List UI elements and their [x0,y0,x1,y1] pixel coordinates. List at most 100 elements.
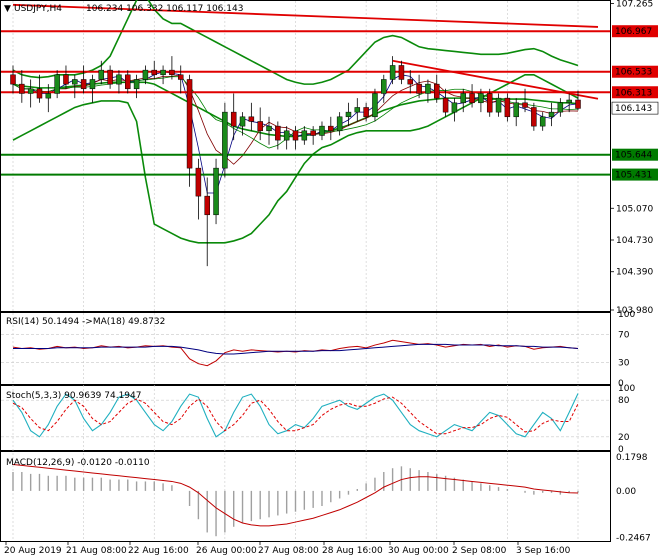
x-tick-label: 27 Aug 08:00 [258,546,319,556]
candle-body [177,74,184,80]
candle-body [36,88,43,99]
candle-body [301,130,308,141]
candle-body [566,99,572,104]
x-tick-label: 20 Aug 2019 [4,546,62,556]
candle-body [319,125,325,136]
price-tick-label: 104.730 [616,236,653,246]
candle-body [27,88,34,94]
candle-body [539,116,546,127]
candle-body [116,74,122,85]
level-tag-105.644: 105.644 [615,151,652,161]
trendline-1 [392,59,599,100]
header-arrow-icon: ▼ [4,4,11,14]
level-tag-bg [612,148,658,161]
price-tick-label: 105.070 [616,204,653,214]
candle-body [169,69,175,76]
candle-body [72,79,78,85]
stoch-tick-label: 100 [618,384,635,394]
candle-body [266,125,272,132]
candle-body [204,195,210,216]
level-tag-bg [612,86,658,99]
level-tag-106.533: 106.533 [615,68,652,78]
candle-body [54,74,60,94]
candle-body [257,121,263,132]
macd-tick-label: 0.00 [616,487,636,497]
candle-body [160,69,166,76]
candle-body [45,93,52,99]
candle-body [381,79,387,94]
candle-body [389,65,396,80]
level-tag-106.313: 106.313 [615,88,652,98]
candle-body [89,79,96,90]
macd-layer [12,463,579,537]
candle-body [63,74,69,85]
candle-body [478,93,484,104]
bollinger-lower [12,74,579,244]
candle-body [292,130,299,141]
candle-body [486,93,493,113]
header-ohlc: 106.234 106.332 106.117 106.143 [86,4,243,14]
macd-tick-label: 0.1798 [616,453,648,463]
x-tick-label: 30 Aug 00:00 [388,546,449,556]
candle-body [354,107,361,113]
candle-body [363,107,369,118]
level-tag-bg [612,168,658,181]
bollinger-upper [12,0,579,85]
rsi-panel[interactable] [0,312,611,385]
x-tick-label: 22 Aug 16:00 [128,546,189,556]
macd-panel[interactable] [0,451,611,542]
rsi-layer [1,334,610,367]
candle-body [283,130,290,141]
candle-body [239,116,246,127]
x-tick-label: 26 Aug 00:00 [196,546,257,556]
level-tag-bg [612,25,658,38]
candle-body [195,167,202,197]
candle-body [460,93,466,104]
candle-body [275,125,281,141]
x-tick-label: 28 Aug 16:00 [322,546,383,556]
header-symbol: USDJPY,H4 [14,4,62,14]
price-tick-label: 104.390 [616,268,653,278]
candle-body [513,102,519,118]
candle-body [248,116,255,122]
candle-body [442,97,449,113]
rsi-ma-line [13,343,579,355]
candle-body [80,79,87,90]
candle-body [310,130,316,136]
candle-body [407,79,414,85]
candle-body [495,97,502,113]
axis-layer: 106.967 106.533 106.313 105.644 105.431 106.1… [4,0,659,556]
candle-body [504,97,511,118]
level-tag-105.431: 105.431 [615,171,652,181]
price-tick-label: 103.980 [616,306,653,316]
rsi-tick-label: 0 [618,379,624,389]
stoch-layer [1,393,610,438]
candle-body [372,93,378,118]
level-tag-bg [612,65,658,78]
stoch-panel[interactable] [0,385,611,451]
candle-body [133,79,140,90]
candle-body [345,111,352,118]
price-layer [1,0,610,541]
price-panel[interactable] [0,0,611,312]
candle-body [336,116,343,132]
candle-body [230,111,237,127]
stoch-signal-line [12,396,579,435]
candle-body [522,102,528,108]
stoch-tick-label: 80 [618,396,630,406]
macd-label: MACD(12,26,9) -0.0120 -0.0110 [6,458,150,468]
level-tag-106.967: 106.967 [615,27,652,37]
candle-body [425,83,431,94]
candle-body [222,111,228,169]
candle-body [469,93,475,104]
macd-signal-line [12,463,579,527]
rsi-tick-label: 30 [618,358,630,368]
candle-body [328,125,334,132]
candle-body [531,107,537,127]
candle-body [434,83,440,99]
candle-body [107,69,113,85]
rsi-tick-label: 100 [618,310,635,320]
candle-body [451,102,458,113]
candle-body [398,65,405,80]
current-price-label: 106.143 [615,104,652,114]
